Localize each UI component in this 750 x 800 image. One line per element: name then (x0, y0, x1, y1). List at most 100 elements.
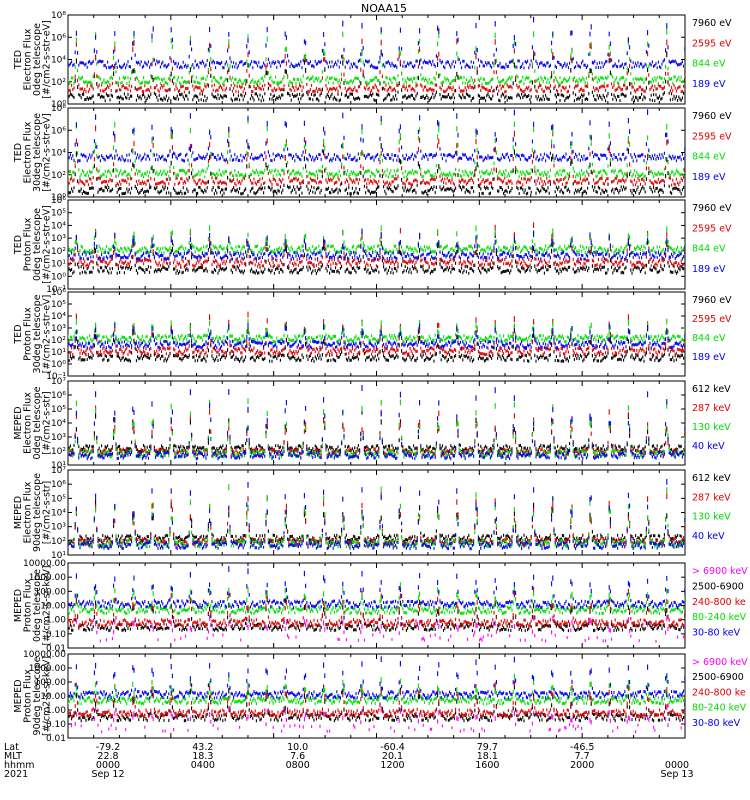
y-axis-title: TEDProton Flux0deg telescope[#/cm2-s-str… (13, 205, 53, 284)
series-trace-189-ev (68, 109, 685, 163)
y-tick-label: 1000.00 (29, 573, 66, 583)
y-tick-label: 10⁻¹ (46, 372, 66, 382)
legend-label: 40 keV (692, 531, 725, 542)
y-tick-label: 0.10 (46, 720, 66, 730)
series-trace-80-240-kev (68, 582, 685, 616)
y-tick-label: 10⁷ (51, 466, 66, 476)
series-trace-240-800-ke (68, 586, 685, 628)
legend-label: 80-240 keV (692, 612, 747, 623)
y-tick-label: 10² (51, 537, 66, 547)
x-tick-label: 0800 (286, 760, 310, 771)
y-tick-label: 10⁵ (51, 209, 66, 219)
legend-label: 287 keV (692, 403, 731, 414)
y-tick-label: 100.00 (35, 678, 67, 688)
legend-label: 844 eV (692, 333, 726, 344)
legend-label: 30-80 keV (692, 628, 741, 639)
x-tick-label: Sep 13 (660, 769, 693, 780)
legend-label: 189 eV (692, 79, 726, 90)
y-tick-label: 10² (51, 78, 66, 88)
y-tick-label: 10.00 (40, 602, 66, 612)
series-trace-40-kev (68, 479, 685, 551)
y-tick-label: 100.00 (35, 587, 67, 597)
legend-label: 189 eV (692, 264, 726, 275)
legend-label: 30-80 keV (692, 718, 741, 729)
y-tick-label: 10⁴ (51, 149, 66, 159)
series-trace-2595-ev (68, 125, 685, 187)
series-traces (68, 479, 685, 551)
legend-label: 240-800 ke (692, 597, 746, 608)
x-tick-label: 43.2 (192, 742, 213, 753)
y-tick-label: 10⁴ (51, 56, 66, 66)
y-tick-label: 10⁵ (51, 300, 66, 310)
legend-label: 612 keV (692, 384, 731, 395)
series-traces (68, 566, 685, 643)
y-axis-title: TEDProton Flux30deg telescope[#/cm2-s-st… (13, 294, 53, 373)
series-trace-2595-ev (68, 311, 685, 357)
y-tick-label: 10⁶ (51, 33, 66, 43)
x-tick-label: 79.7 (477, 742, 498, 753)
panel-7: 0.01 0.10 1.00 10.00 100.00 1000.00 10000.00ME… (13, 559, 748, 654)
x-tick-label: 2000 (570, 760, 594, 771)
x-tick-label: 7.6 (290, 751, 305, 762)
y-tick-label: 10⁶ (51, 288, 66, 298)
series-trace-2595-ev (68, 37, 685, 94)
y-tick-label: 10⁵ (51, 494, 66, 504)
series-trace--6900-kev (75, 615, 685, 643)
series-trace-7960-ev (68, 49, 685, 103)
x-tick-label: 7.7 (575, 751, 590, 762)
y-tick-label: 10¹ (51, 551, 66, 561)
x-tick-label: Sep 12 (91, 769, 124, 780)
y-tick-label: 10² (51, 336, 66, 346)
legend-label: > 6900 keV (692, 657, 748, 668)
y-tick-label: 0.01 (46, 644, 66, 654)
y-tick-label: 1.00 (46, 616, 66, 626)
x-tick-label: 0000 (96, 760, 120, 771)
y-tick-label: 10⁶ (51, 480, 66, 490)
y-tick-label: 10² (51, 447, 66, 457)
legend-label: > 6900 keV (692, 566, 748, 577)
y-tick-label: 10⁴ (51, 221, 66, 231)
y-tick-label: 10⁶ (51, 196, 66, 206)
series-trace-40-kev (68, 385, 685, 461)
legend-label: 2595 eV (692, 223, 732, 234)
series-traces (68, 311, 685, 363)
y-tick-label: 10¹ (51, 348, 66, 358)
y-tick-label: 10⁰ (51, 272, 66, 282)
y-tick-label: 10⁰ (51, 360, 66, 370)
y-tick-label: 10⁶ (51, 391, 66, 401)
legend-label: 2595 eV (692, 131, 732, 142)
x-tick-label: 20.1 (382, 751, 403, 762)
y-tick-label: 10³ (51, 433, 66, 443)
y-tick-label: 10⁷ (51, 377, 66, 387)
legend-label: 844 eV (692, 152, 726, 163)
legend-label: 7960 eV (692, 18, 732, 29)
legend-label: 189 eV (692, 172, 726, 183)
y-tick-label: 0.10 (46, 630, 66, 640)
x-axis-row-label: hhmm (4, 760, 35, 771)
y-tick-label: 10² (51, 247, 66, 257)
series-trace-189-ev (68, 322, 685, 350)
y-tick-label: 10⁰ (51, 100, 66, 110)
series-trace-844-ev (68, 28, 685, 86)
y-tick-label: 10² (51, 171, 66, 181)
series-traces (68, 16, 685, 103)
x-tick-label: 1200 (380, 760, 404, 771)
series-trace-240-800-ke (68, 680, 685, 719)
legend-label: 240-800 ke (692, 687, 746, 698)
y-axis-title: MEPEDElectron Flux0deg telescope[#/cm2-s… (13, 386, 53, 459)
legend-label: 80-240 keV (692, 703, 747, 714)
panel-8: 0.01 0.10 1.00 10.00 100.00 1000.00 10000.00ME… (13, 650, 748, 744)
x-tick-label: 0000 (665, 760, 689, 771)
series-traces (68, 222, 685, 275)
series-traces (68, 656, 685, 734)
y-tick-label: 10⁸ (51, 104, 66, 114)
x-tick-label: -79.2 (96, 742, 121, 753)
